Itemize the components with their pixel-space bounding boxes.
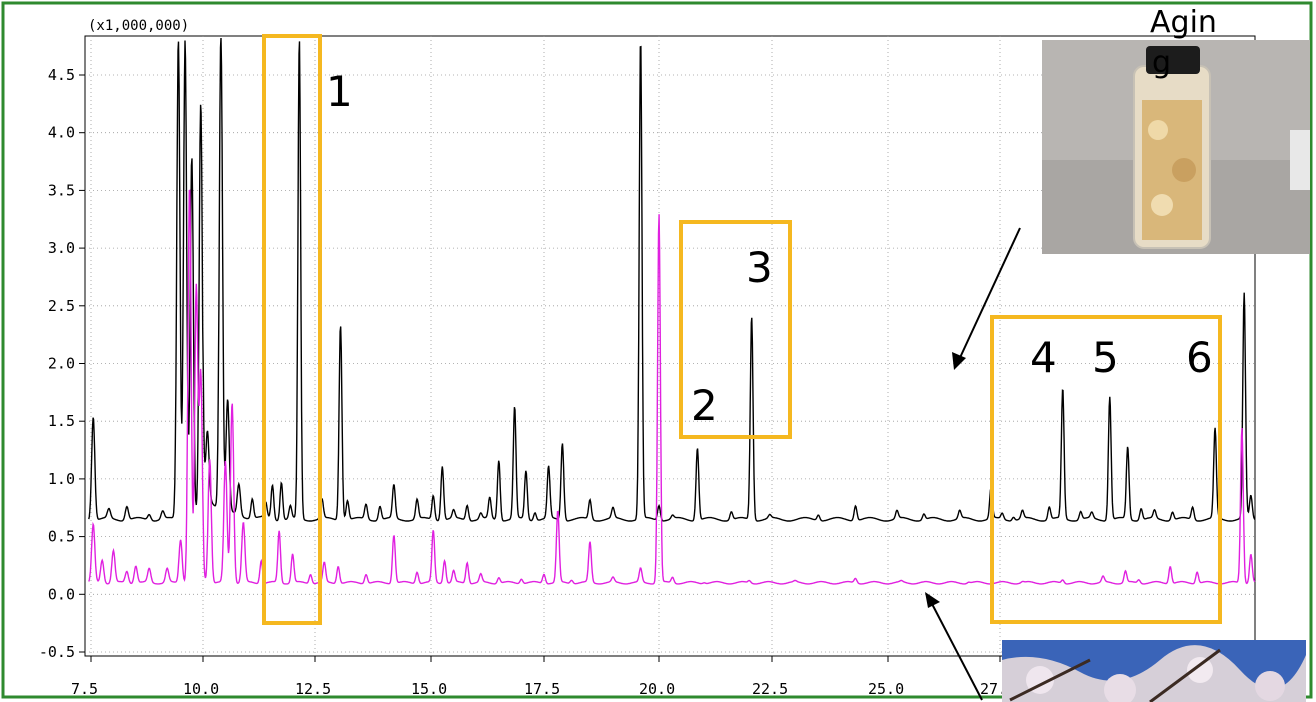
peak-label-1: 1 [326, 67, 353, 116]
y-tick-label: 3.0 [48, 239, 75, 257]
y-axis-ticks: 4.5 4.0 3.5 3.0 2.5 2.0 1.5 1.0 0.5 0.0 -0.5 [39, 66, 85, 661]
x-tick-label: 7.5 [71, 680, 98, 698]
jar-cap-icon [1146, 46, 1200, 74]
highlight-box [990, 315, 1222, 624]
y-tick-label: 2.0 [48, 355, 75, 373]
fresh-sample-trace [88, 189, 1256, 585]
peak-label-3: 3 [746, 243, 773, 292]
y-tick-label: 1.0 [48, 470, 75, 488]
arrow-head-icon [925, 592, 940, 608]
y-scale-label: (x1,000,000) [88, 18, 189, 34]
arrow-to-aged-trace [957, 227, 1021, 363]
aged-sample-trace [88, 37, 1256, 522]
annotations: 1 2 3 4 5 6 [262, 34, 1222, 625]
traces [88, 37, 1256, 585]
y-tick-label: 0.5 [48, 528, 75, 546]
x-tick-label: 17.5 [524, 680, 560, 698]
peak-label-6: 6 [1186, 333, 1213, 382]
y-tick-label: 3.5 [48, 181, 75, 199]
highlight-box [679, 220, 792, 439]
aged-label: Agin g [1150, 5, 1226, 80]
x-tick-label: 20.0 [639, 680, 675, 698]
peak-label-5: 5 [1092, 333, 1119, 382]
y-tick-label: 4.5 [48, 66, 75, 84]
y-tick-label: 0.0 [48, 585, 75, 603]
y-tick-label: 2.5 [48, 297, 75, 315]
x-tick-label: 10.0 [183, 680, 219, 698]
aged-sample-photo [1042, 40, 1310, 254]
x-tick-label: 22.5 [752, 680, 788, 698]
y-tick-label: 4.0 [48, 124, 75, 142]
peak-label-4: 4 [1030, 333, 1057, 382]
arrow-to-fresh-trace [929, 599, 983, 701]
x-tick-label: 12.5 [295, 680, 331, 698]
arrow-head-icon [952, 352, 966, 370]
arrows [925, 227, 1021, 701]
y-tick-label: -0.5 [39, 643, 75, 661]
grid-lines [85, 36, 1255, 656]
x-tick-label: 15.0 [411, 680, 447, 698]
y-tick-label: 1.5 [48, 412, 75, 430]
peak-label-2: 2 [691, 381, 718, 430]
blossom-photo [1002, 640, 1306, 702]
x-tick-label: 25.0 [868, 680, 904, 698]
highlight-box [262, 34, 322, 625]
